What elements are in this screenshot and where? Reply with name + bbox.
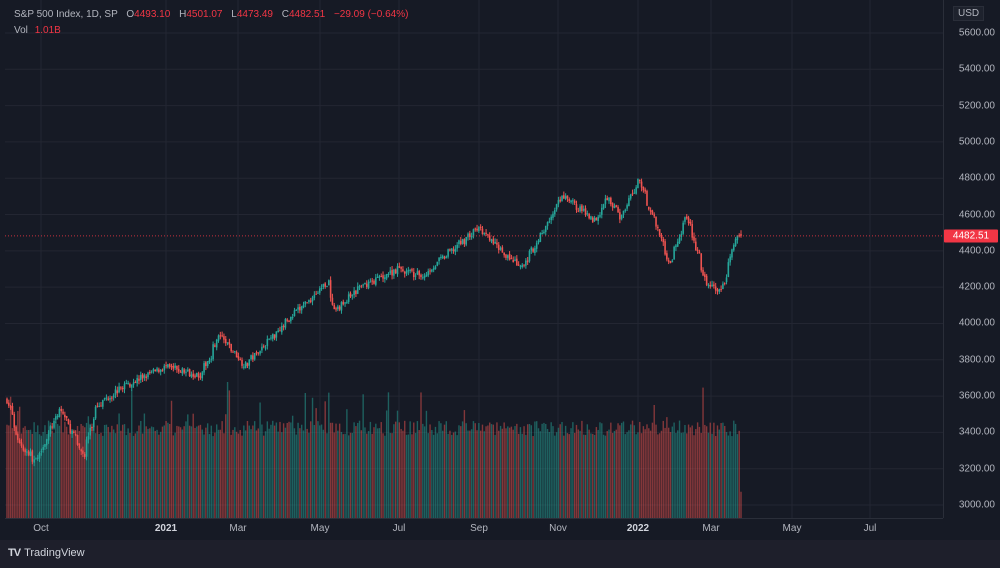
- time-tick-label: Mar: [229, 523, 247, 534]
- time-tick-label: May: [310, 523, 330, 534]
- close-value: 4482.51: [289, 9, 326, 20]
- tradingview-logo[interactable]: TV TradingView: [8, 547, 85, 559]
- open-label: O: [126, 9, 135, 20]
- low-value: 4473.49: [236, 9, 273, 20]
- volume-value: 1.01B: [34, 25, 61, 36]
- chart-legend: S&P 500 Index, 1D, SP O4493.10 H4501.07 …: [14, 8, 408, 40]
- tradingview-logo-icon: TV: [8, 547, 21, 559]
- time-tick-label: 2021: [154, 523, 178, 534]
- chart-pane[interactable]: S&P 500 Index, 1D, SP O4493.10 H4501.07 …: [5, 0, 943, 518]
- close-label: C: [281, 9, 289, 20]
- price-tick-label: 3400.00: [958, 426, 995, 438]
- price-tick-label: 4400.00: [958, 245, 995, 257]
- price-tick-label: 4600.00: [958, 209, 995, 221]
- price-tick-label: 4000.00: [958, 317, 995, 329]
- last-price-tag: 4482.51: [944, 229, 998, 243]
- volume-legend-row: Vol 1.01B: [14, 24, 408, 40]
- price-tick-label: 4800.00: [958, 172, 995, 184]
- time-tick-label: Sep: [470, 523, 488, 534]
- price-tick-label: 3800.00: [958, 354, 995, 366]
- price-tick-label: 5600.00: [958, 27, 995, 39]
- chart-container: S&P 500 Index, 1D, SP O4493.10 H4501.07 …: [5, 0, 1000, 540]
- price-tick-label: 5000.00: [958, 136, 995, 148]
- low-label: L: [231, 9, 237, 20]
- brand-name: TradingView: [24, 547, 85, 559]
- price-tick-label: 4200.00: [958, 281, 995, 293]
- time-tick-label: 2022: [626, 523, 650, 534]
- time-tick-label: Jul: [863, 523, 877, 534]
- time-tick-label: Oct: [33, 523, 49, 534]
- time-tick-label: May: [782, 523, 802, 534]
- price-tick-label: 5200.00: [958, 100, 995, 112]
- time-tick-label: Nov: [549, 523, 567, 534]
- price-tick-label: 3600.00: [958, 390, 995, 402]
- ohlc-legend-row: S&P 500 Index, 1D, SP O4493.10 H4501.07 …: [14, 8, 408, 24]
- high-label: H: [179, 9, 187, 20]
- price-tick-label: 3000.00: [958, 499, 995, 511]
- high-value: 4501.07: [186, 9, 223, 20]
- time-axis[interactable]: Oct 2021 Mar May Jul Sep Nov 2022 Mar May Jul: [5, 518, 943, 540]
- price-axis[interactable]: USD 5600.00 5400.00 5200.00 5000.00 4800.00 4…: [943, 0, 1000, 518]
- change-value: −29.09 (−0.64%): [333, 9, 409, 20]
- time-tick-label: Jul: [392, 523, 406, 534]
- open-value: 4493.10: [134, 9, 171, 20]
- time-tick-label: Mar: [702, 523, 720, 534]
- candlestick-chart[interactable]: [5, 0, 943, 518]
- volume-label[interactable]: Vol: [14, 25, 28, 36]
- symbol-title[interactable]: S&P 500 Index, 1D, SP: [14, 9, 118, 20]
- currency-label[interactable]: USD: [953, 6, 985, 21]
- price-tick-label: 3200.00: [958, 463, 995, 475]
- footer: TV TradingView: [0, 540, 1000, 568]
- price-tick-label: 5400.00: [958, 63, 995, 75]
